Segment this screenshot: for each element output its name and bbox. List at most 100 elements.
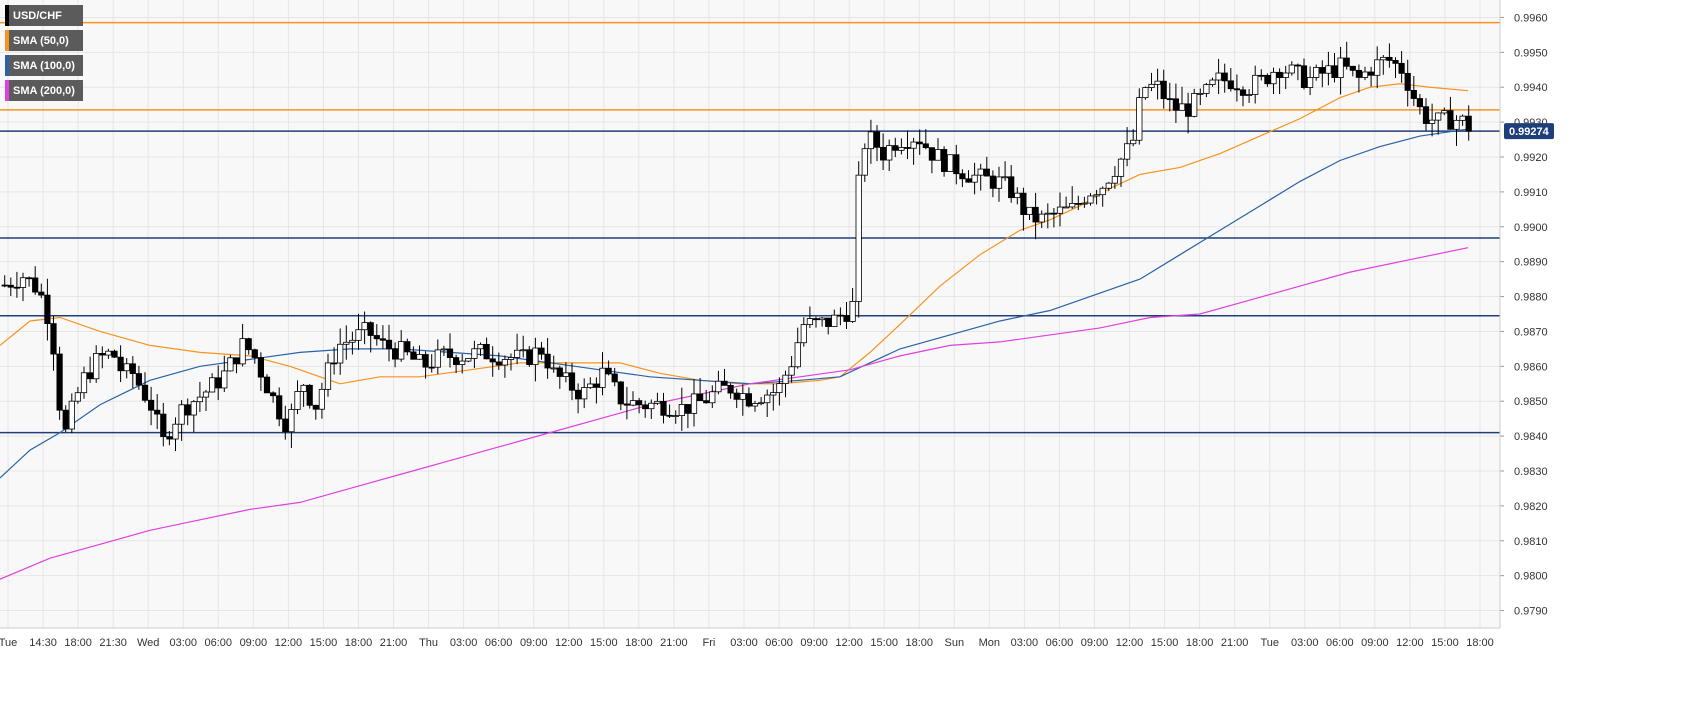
candle-bullish [1191,93,1198,117]
candle-bullish [471,348,478,359]
sma-50-line [0,83,1469,385]
candle-bearish [837,314,844,317]
candle-bearish [166,436,173,440]
candle-bullish [581,387,588,400]
candle-bullish [709,391,716,404]
candle-bearish [575,389,582,400]
candle-bullish [1105,182,1112,189]
candle-bearish [452,357,460,365]
candle-bullish [74,392,81,402]
candle-bullish [221,370,228,389]
y-tick-label: 0.9810 [1514,536,1548,548]
candle-bearish [1185,103,1192,117]
candle-bullish [1063,206,1070,209]
candle-bearish [276,395,283,420]
candle-bearish [1331,65,1338,78]
candle-bullish [1203,84,1210,94]
legend-entry[interactable]: SMA (50,0) [5,30,83,51]
candle-bearish [1227,80,1234,90]
candle-bearish [25,277,33,280]
candle-bearish [568,372,576,391]
x-tick-label: 03:00 [169,637,197,649]
y-tick-label: 0.9950 [1514,47,1548,59]
legend-label: SMA (50,0) [13,34,69,47]
candle-bearish [404,341,411,353]
candle-bearish [928,147,936,161]
y-tick-label: 0.9820 [1514,501,1548,513]
candle-bullish [758,402,765,405]
x-tick-label: 15:00 [870,637,898,649]
candle-bearish [330,362,338,365]
x-tick-label: 09:00 [240,637,268,649]
candle-bullish [514,349,521,358]
candle-bearish [422,354,429,368]
y-tick-label: 0.9870 [1514,326,1548,338]
candle-bullish [788,366,795,376]
candle-bearish [1386,56,1393,61]
candle-bullish [1069,203,1076,208]
x-tick-label: 12:00 [835,637,863,649]
candle-bearish [312,404,319,410]
candle-bearish [62,409,69,430]
candle-bearish [495,361,502,366]
candle-bullish [80,372,88,394]
candle-bearish [636,400,643,406]
candle-bullish [123,363,130,372]
candle-bearish [141,384,149,401]
candle-bearish [1422,106,1430,124]
candle-bearish [1447,110,1454,130]
candle-bullish [190,401,197,416]
candle-bullish [324,362,332,390]
candles [1,41,1472,451]
candle-bullish [1081,202,1088,205]
x-tick-label: 06:00 [205,637,233,649]
candle-bearish [727,384,734,394]
candle-bullish [532,347,539,365]
x-tick-label: 09:00 [1361,637,1389,649]
y-tick-label: 0.9790 [1514,606,1548,618]
candle-bullish [751,403,759,407]
candle-bullish [629,400,637,406]
candle-bearish [733,392,740,400]
x-tick-label: 12:00 [275,637,303,649]
candle-bullish [300,384,307,392]
legend-entry[interactable]: SMA (200,0) [5,80,83,101]
x-tick-label: 09:00 [1081,637,1109,649]
candle-bearish [13,286,20,289]
legend-entry[interactable]: USD/CHF [5,5,83,26]
candle-bearish [7,284,14,288]
candle-bullish [1154,80,1161,85]
candle-bullish [1209,79,1216,86]
x-tick-label: Tue [0,637,17,649]
candle-bearish [1221,72,1228,82]
x-tick-label: Mon [979,637,1000,649]
x-tick-label: 12:00 [1396,637,1424,649]
candle-bullish [648,402,655,410]
candle-bearish [660,400,667,416]
candle-bearish [697,393,704,402]
x-tick-label: 18:00 [625,637,653,649]
candle-bullish [782,374,789,384]
candle-bullish [739,393,746,400]
candle-bullish [1111,175,1118,184]
candle-bullish [690,393,698,414]
candle-bullish [934,149,942,161]
candle-bearish [1392,59,1399,64]
y-tick-label: 0.9920 [1514,152,1548,164]
candle-bearish [666,414,673,417]
candle-bearish [269,392,277,397]
candle-bearish [147,399,155,411]
candle-bearish [38,291,45,296]
legend-entry[interactable]: SMA (100,0) [5,55,83,76]
x-tick-label: 03:00 [1011,637,1039,649]
candle-bullish [361,322,368,331]
candle-bearish [544,353,551,369]
candle-bearish [446,348,454,359]
candle-bearish [379,338,387,341]
candle-bearish [873,131,881,148]
candle-bullish [776,383,783,394]
x-tick-label: Tue [1260,637,1279,649]
candle-bearish [623,403,631,406]
candle-bullish [1124,143,1131,160]
